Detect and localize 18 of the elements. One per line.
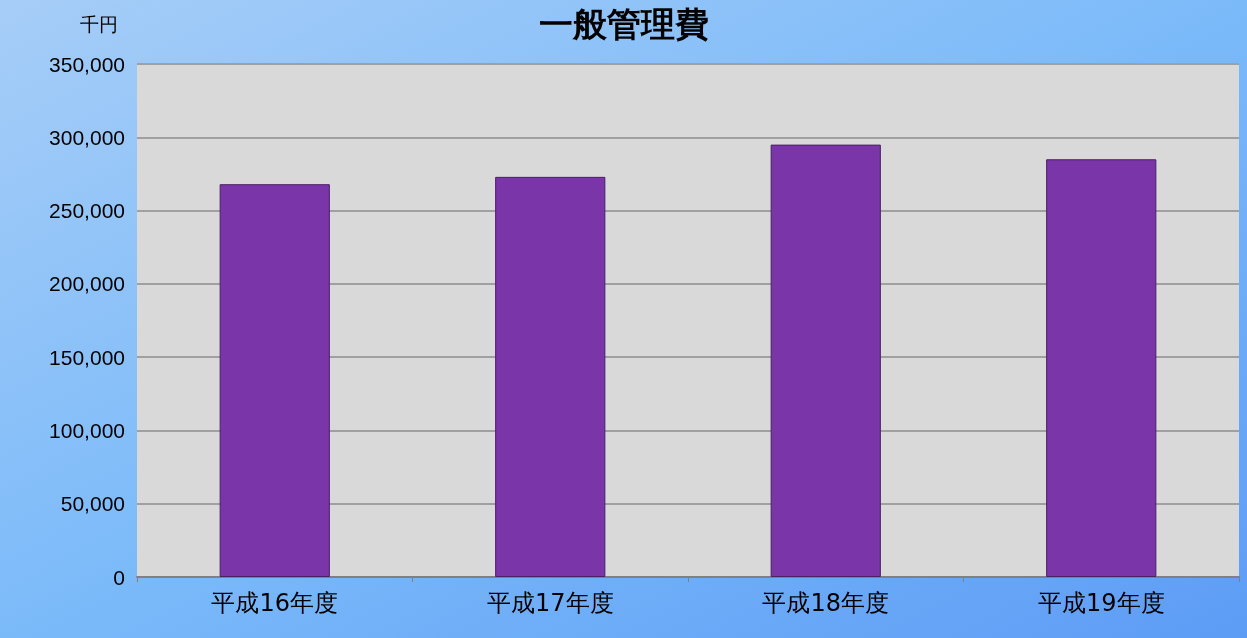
y-tick-label: 350,000 bbox=[49, 52, 125, 76]
y-axis-title: 千円 bbox=[80, 12, 118, 35]
y-tick-label: 200,000 bbox=[49, 272, 125, 296]
bar bbox=[770, 144, 881, 577]
x-tick-label: 平成18年度 bbox=[762, 589, 890, 617]
y-tick-label: 250,000 bbox=[49, 199, 125, 223]
x-tick-label: 平成19年度 bbox=[1037, 589, 1165, 617]
x-tick-label: 平成17年度 bbox=[486, 589, 614, 617]
x-tick-label: 平成16年度 bbox=[211, 589, 339, 617]
y-tick-label: 300,000 bbox=[49, 125, 125, 149]
bar bbox=[495, 176, 606, 577]
y-tick-label: 0 bbox=[113, 565, 125, 589]
y-tick-label: 50,000 bbox=[60, 492, 125, 516]
bar bbox=[1046, 159, 1157, 577]
y-tick-label: 100,000 bbox=[49, 418, 125, 442]
chart-title: 一般管理費 bbox=[538, 4, 709, 44]
bar bbox=[219, 184, 330, 577]
y-tick-label: 150,000 bbox=[49, 345, 125, 369]
